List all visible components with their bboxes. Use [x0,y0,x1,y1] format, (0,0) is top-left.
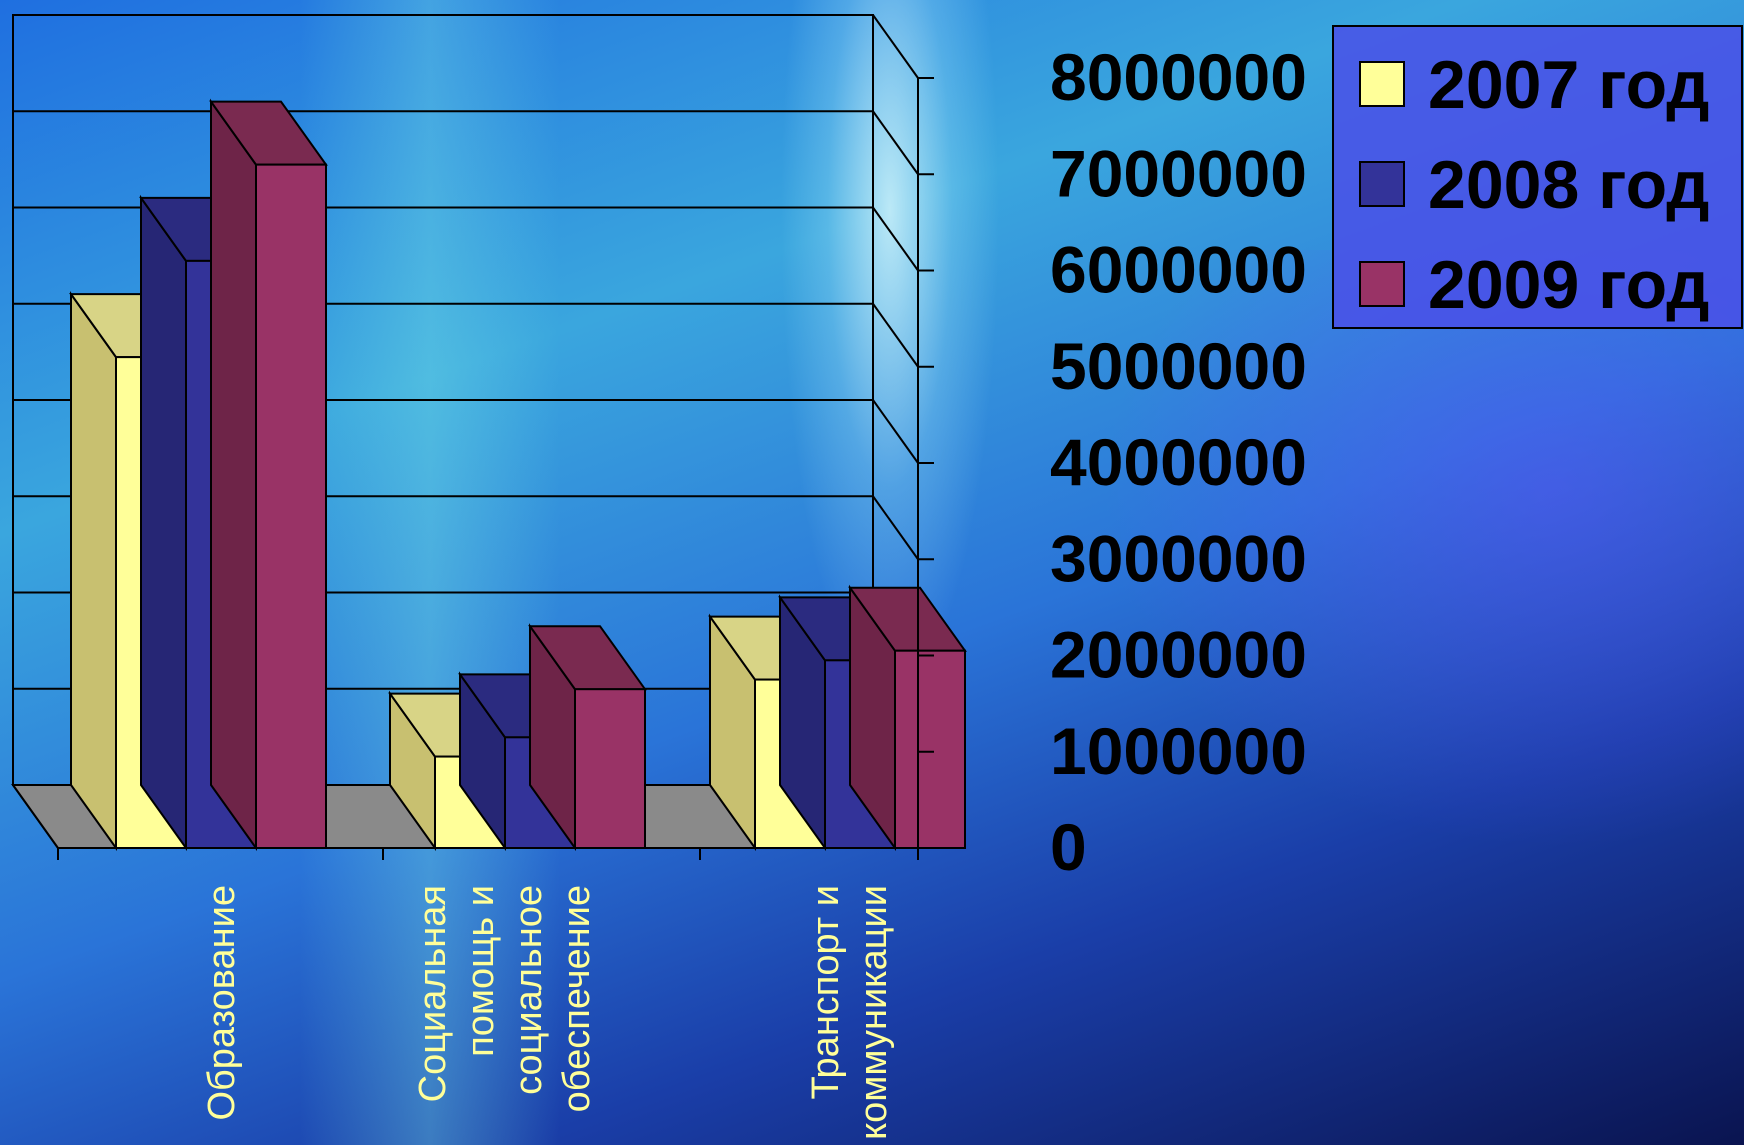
bar-front [574,688,646,849]
bar [848,584,967,852]
legend-label: 2008 год [1428,147,1709,223]
y-tick-label: 2000000 [1050,618,1307,692]
x-category-labels: Образование Социальная помощь и социальное о… [201,885,895,1140]
bars [69,98,967,852]
x-category-label: Образование [201,885,243,1121]
legend-label: 2007 год [1428,47,1709,123]
x-category-label-line: Социальная [412,885,454,1102]
x-category-label-line: помощь и [460,885,502,1057]
bar-side [210,98,257,852]
x-category-label-line: социальное [508,885,550,1095]
gridline-side [872,399,919,464]
y-tick-label: 8000000 [1050,40,1307,114]
bar-side [70,291,117,852]
gridline-side [872,14,919,79]
y-tick-label: 6000000 [1050,233,1307,307]
gridline-side [872,303,919,368]
bar-side [140,194,187,852]
bar [528,623,647,852]
x-category-label: Транспорт и коммуникации [805,885,895,1140]
gridline-side [872,110,919,175]
bar-front [255,163,327,849]
bar [209,98,328,852]
y-tick-label: 1000000 [1050,714,1307,788]
legend: 2007 год 2008 год 2009 год [1332,25,1743,329]
gridline-side [872,495,919,560]
y-tick-label: 3000000 [1050,521,1307,595]
y-tick-label: 5000000 [1050,329,1307,403]
gridline-side [872,206,919,272]
axes [57,77,934,860]
legend-swatch [1359,161,1405,207]
y-tick-label: 0 [1050,810,1087,884]
legend-label: 2009 год [1428,247,1709,323]
legend-swatch [1359,61,1405,107]
y-tick-label: 7000000 [1050,136,1307,210]
x-category-label-line: Транспорт и [805,885,847,1100]
legend-swatch [1359,261,1405,307]
bar-front [894,649,966,849]
y-tick-label: 4000000 [1050,425,1307,499]
x-category-label: Социальная помощь и социальное обеспечение [412,885,598,1112]
y-tick-labels: 0 1000000 2000000 3000000 4000000 5000000 6000… [1050,40,1307,884]
x-category-label-line: Образование [201,885,243,1121]
x-category-label-line: коммуникации [853,885,895,1140]
x-category-label-line: обеспечение [556,885,598,1112]
